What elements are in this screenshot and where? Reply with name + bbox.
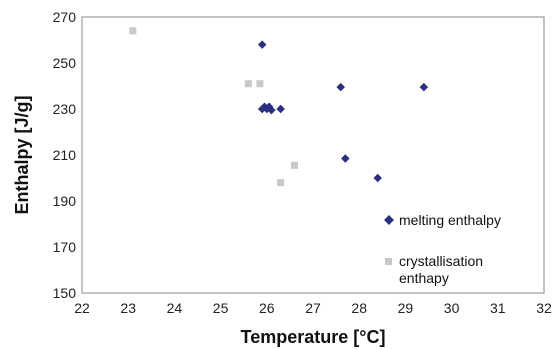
y-axis-title: Enthalpy [J/g]: [12, 95, 32, 214]
crystallisation-enthalpy-point: [277, 179, 285, 187]
melting-enthalpy-point: [267, 105, 276, 115]
y-tick-label: 250: [53, 55, 77, 71]
x-tick-label: 27: [305, 300, 321, 316]
y-tick-label: 150: [53, 285, 77, 301]
data-points: [129, 27, 429, 187]
y-tick-label: 230: [53, 101, 77, 117]
x-tick-label: 26: [259, 300, 275, 316]
x-tick-label: 24: [167, 300, 183, 316]
x-tick-label: 25: [213, 300, 229, 316]
x-axis-ticks: 22 23 24 25 26 27 28 29 30 31 32: [74, 300, 552, 316]
melting-enthalpy-point: [336, 82, 345, 92]
melting-enthalpy-point: [276, 104, 285, 114]
x-tick-label: 30: [444, 300, 460, 316]
legend-marker-crystallisation: [385, 258, 392, 265]
x-tick-label: 23: [120, 300, 136, 316]
crystallisation-enthalpy-point: [244, 80, 252, 88]
y-axis-ticks: 150 170 190 210 230 250 270: [53, 9, 77, 301]
x-tick-label: 31: [490, 300, 506, 316]
y-tick-label: 210: [53, 147, 77, 163]
legend-label-crystallisation-line2: enthapy: [399, 270, 449, 286]
crystallisation-enthalpy-point: [129, 27, 137, 35]
legend-label-crystallisation: crystallisation enthapy: [399, 253, 487, 286]
y-tick-label: 190: [53, 193, 77, 209]
x-tick-label: 32: [536, 300, 552, 316]
plot-area: [81, 16, 545, 294]
legend: melting enthalpy crystallisation enthapy: [384, 212, 501, 286]
legend-label-melting: melting enthalpy: [399, 212, 501, 228]
melting-enthalpy-point: [341, 154, 350, 163]
legend-marker-melting: [384, 215, 394, 225]
melting-enthalpy-point: [419, 82, 429, 92]
melting-enthalpy-point: [373, 173, 382, 183]
x-tick-label: 28: [351, 300, 367, 316]
x-tick-label: 22: [74, 300, 90, 316]
x-tick-label: 29: [398, 300, 414, 316]
melting-enthalpy-point: [257, 40, 267, 49]
y-tick-label: 170: [53, 239, 77, 255]
y-tick-label: 270: [53, 9, 77, 25]
legend-label-crystallisation-line1: crystallisation: [399, 253, 483, 269]
x-axis-title: Temperature [°C]: [241, 327, 386, 347]
crystallisation-enthalpy-point: [256, 80, 264, 88]
crystallisation-enthalpy-point: [291, 161, 299, 169]
